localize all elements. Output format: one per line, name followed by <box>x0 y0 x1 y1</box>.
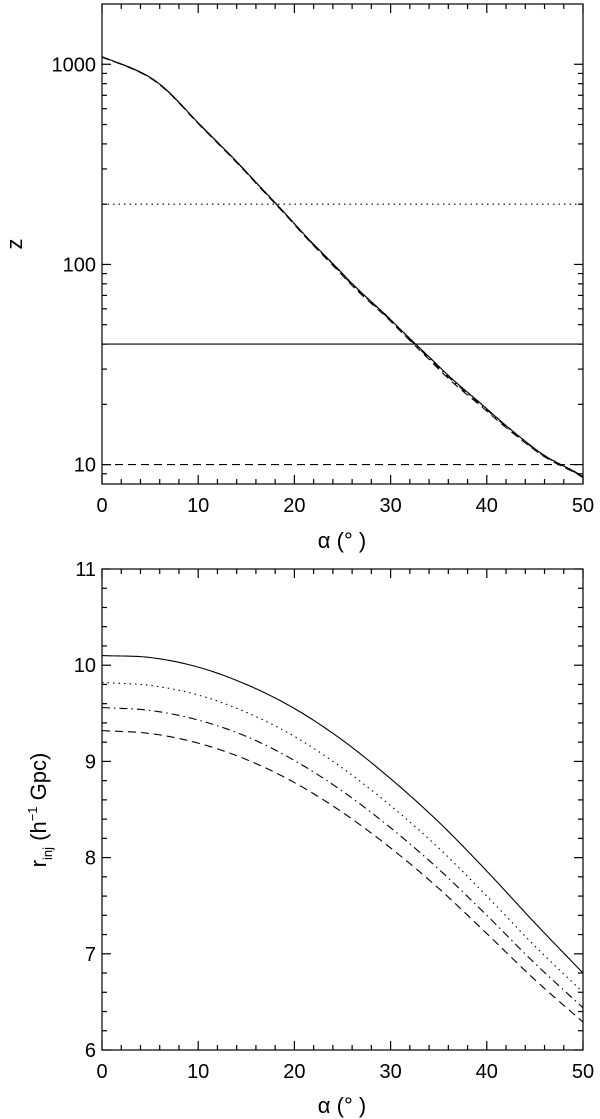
bottom-y-tick-label: 7 <box>85 944 96 966</box>
top-series-dashed <box>101 56 584 479</box>
top-y-axis-label: z <box>2 239 27 250</box>
top-series-dotted <box>101 56 584 478</box>
y-label-end: Gpc) <box>26 753 51 807</box>
y-label-sup: −1 <box>25 806 40 821</box>
bottom-y-tick-label: 6 <box>85 1040 96 1062</box>
bottom-x-tick-label: 50 <box>572 1061 594 1083</box>
top-x-tick-label: 10 <box>187 495 209 517</box>
top-x-tick-label: 50 <box>572 495 594 517</box>
top-series-solid <box>101 56 584 478</box>
bottom-series-dotted <box>101 681 584 993</box>
top-plot-frame <box>101 3 584 485</box>
bottom-y-tick-label: 9 <box>85 751 96 773</box>
bottom-ticks: 0 10 20 30 40 50 6 7 8 9 10 11 <box>74 559 594 1083</box>
bottom-series-dash-dot <box>101 706 584 1009</box>
bottom-panel: 0 10 20 30 40 50 6 7 8 9 10 11 α (° ) rinj (h−1 Gpc… <box>25 559 594 1118</box>
top-series-group <box>101 56 584 479</box>
bottom-x-tick-label: 10 <box>187 1061 209 1083</box>
bottom-x-tick-label: 0 <box>96 1061 107 1083</box>
bottom-x-tick-label: 40 <box>476 1061 498 1083</box>
bottom-x-tick-label: 20 <box>283 1061 305 1083</box>
top-y-tick-label: 1000 <box>52 54 97 76</box>
y-label-r: r <box>26 860 51 867</box>
top-y-tick-label: 100 <box>63 254 96 276</box>
bottom-series-dashed <box>101 730 584 1023</box>
bottom-x-tick-label: 30 <box>379 1061 401 1083</box>
top-x-tick-label: 30 <box>379 495 401 517</box>
top-reference-lines <box>102 203 583 466</box>
top-y-tick-label: 10 <box>74 455 96 477</box>
top-x-axis-label: α (° ) <box>318 528 366 553</box>
top-x-tick-label: 40 <box>476 495 498 517</box>
y-label-sub: inj <box>40 847 55 860</box>
y-label-rest: (h <box>26 821 51 847</box>
top-series-dash-dot <box>101 56 584 478</box>
bottom-series-solid <box>101 655 584 974</box>
bottom-y-tick-label: 10 <box>74 655 96 677</box>
bottom-plot-frame <box>101 568 584 1051</box>
top-x-tick-label: 20 <box>283 495 305 517</box>
top-x-tick-label: 0 <box>96 495 107 517</box>
bottom-series-group <box>101 655 584 1023</box>
bottom-y-axis-label: rinj (h−1 Gpc) <box>25 753 55 868</box>
bottom-y-tick-label: 11 <box>75 559 96 581</box>
bottom-x-axis-label: α (° ) <box>318 1093 366 1118</box>
bottom-y-tick-label: 8 <box>85 848 96 870</box>
